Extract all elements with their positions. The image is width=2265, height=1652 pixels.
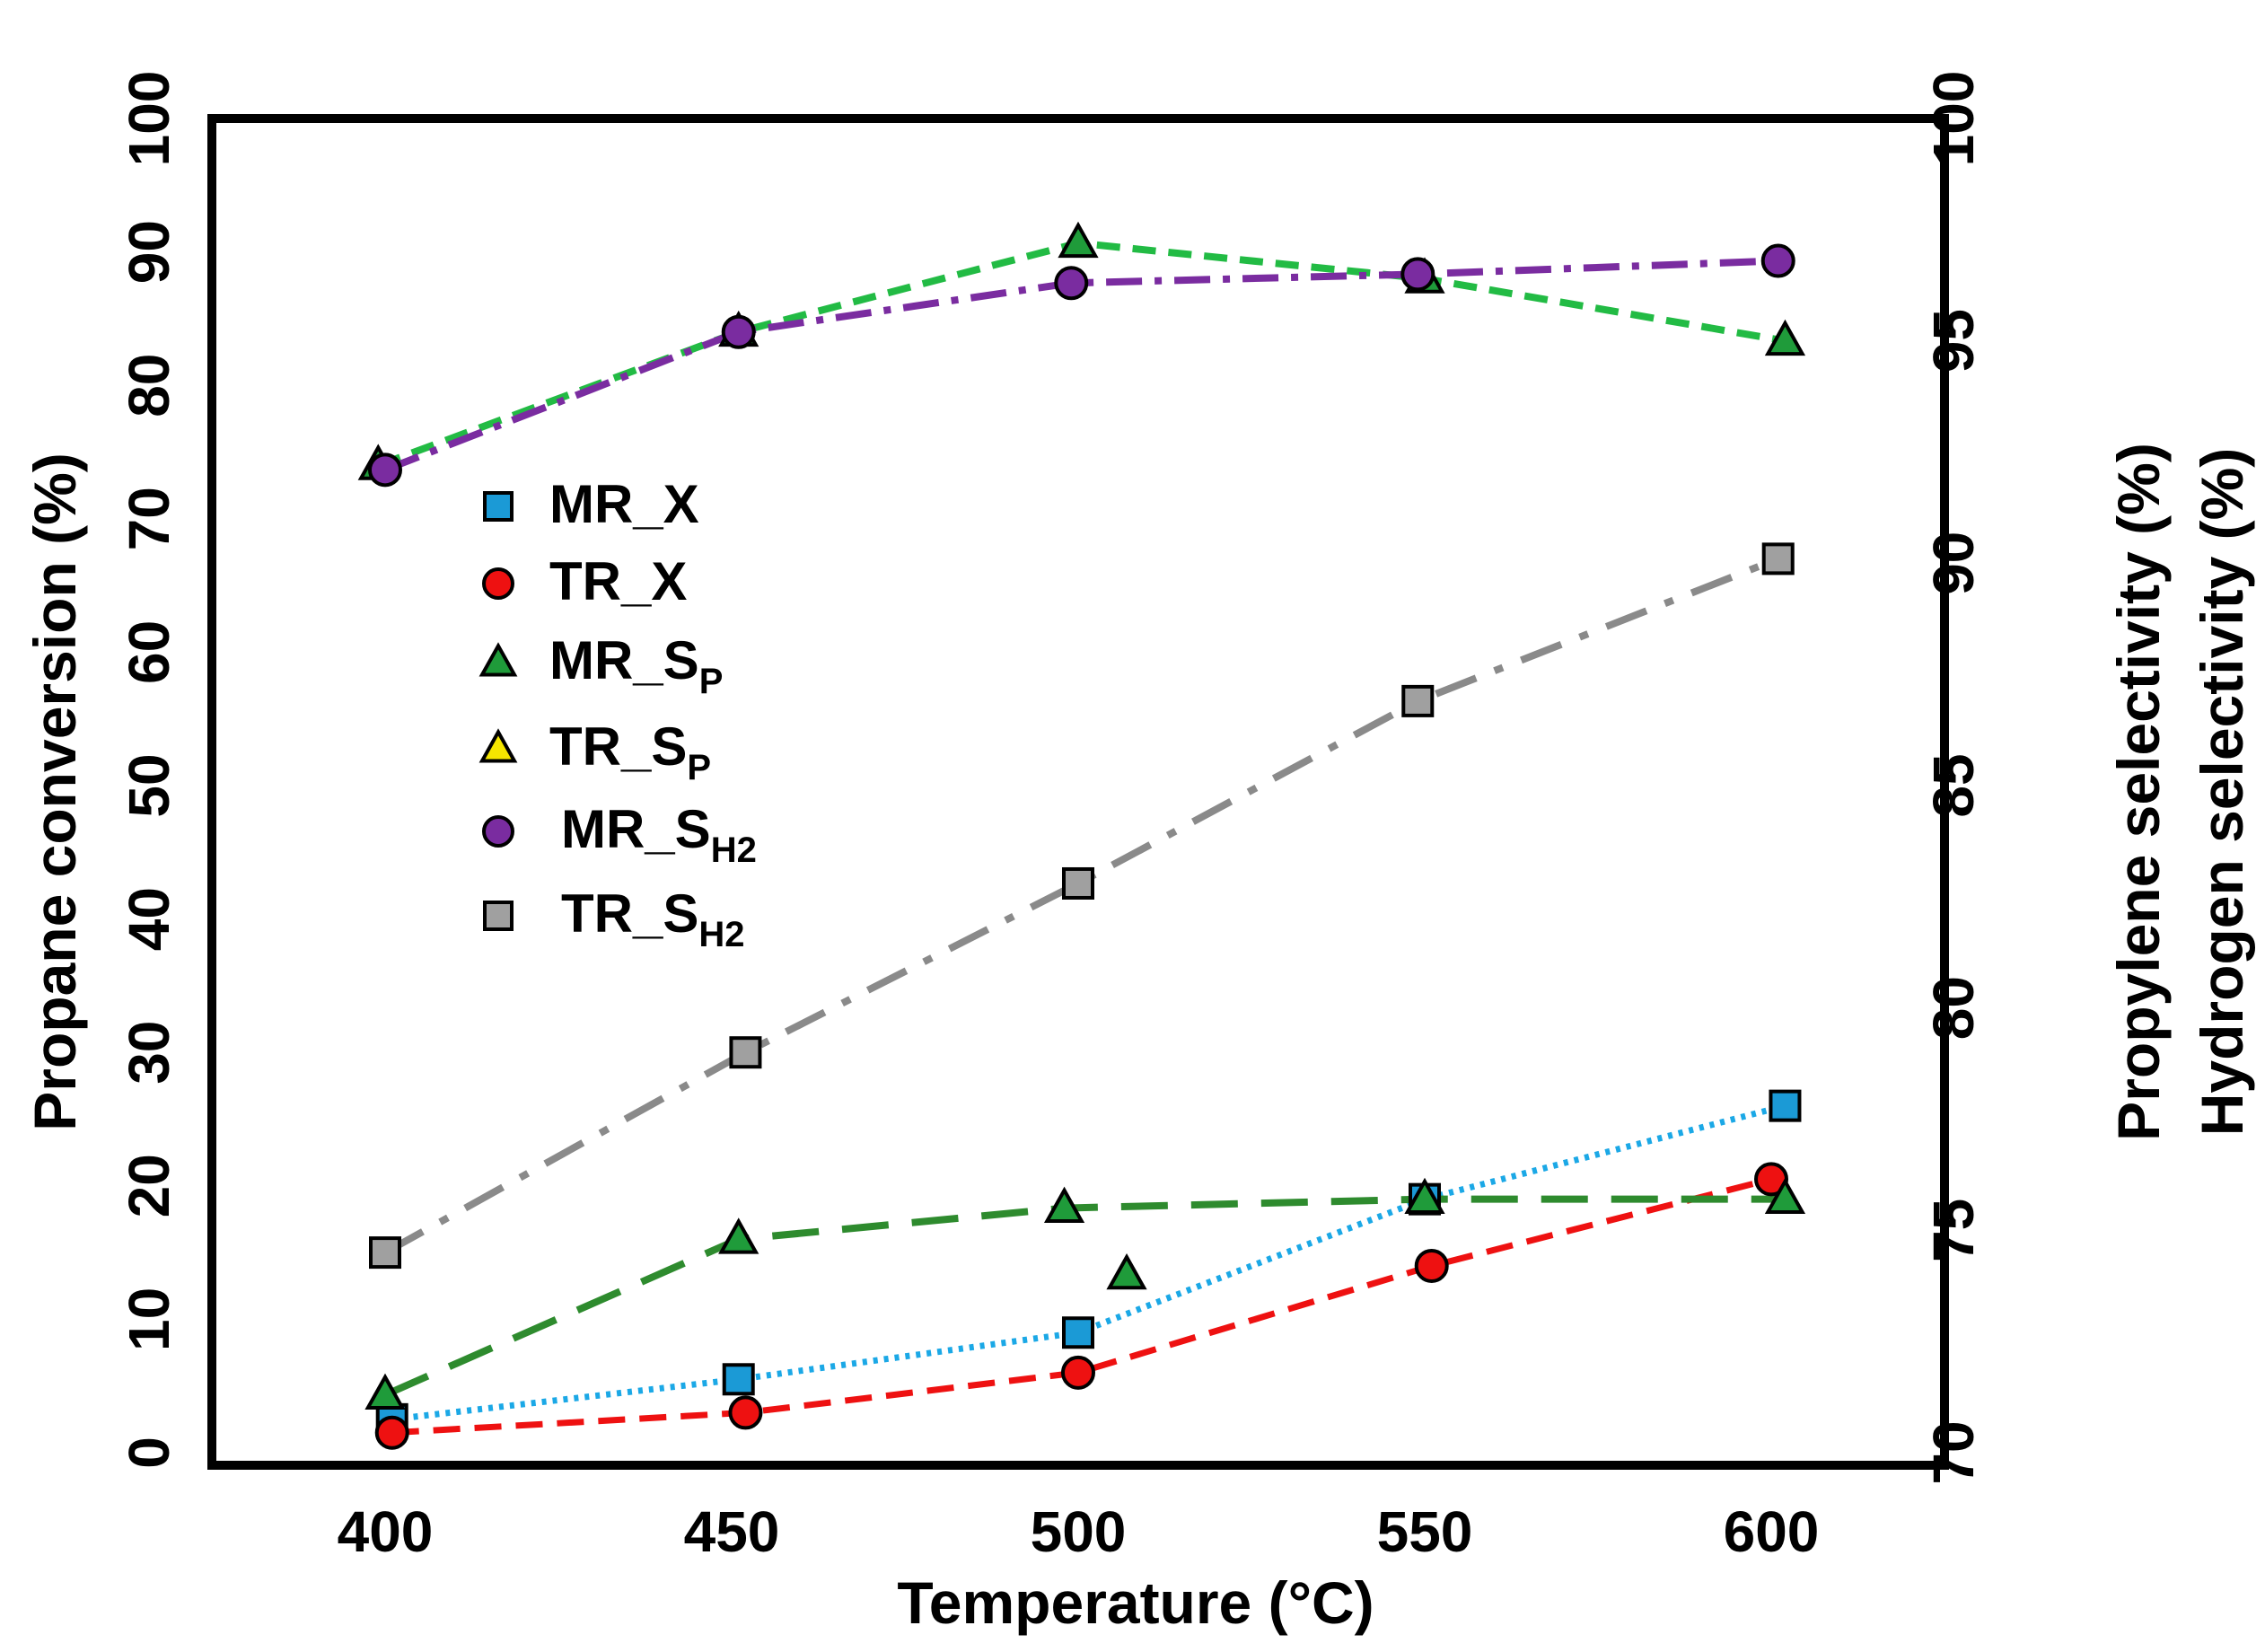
data-point-tr_sp bbox=[1058, 221, 1099, 259]
legend-marker-tr_sp bbox=[478, 728, 518, 763]
tick-layer: 400 450 500 550 600 0 10 20 30 40 50 60 70 80 90 100 70 7… bbox=[117, 71, 1986, 1564]
right-y-tick-label: 80 bbox=[1921, 976, 1986, 1040]
data-point-tr_sh2 bbox=[1761, 542, 1795, 576]
data-point-tr_sh2 bbox=[1062, 866, 1094, 900]
x-tick-label: 500 bbox=[1031, 1499, 1127, 1564]
data-point-tr_x bbox=[1414, 1248, 1449, 1283]
legend-label-main: TR_S bbox=[561, 883, 698, 944]
legend-marker-tr_x bbox=[482, 567, 514, 600]
left-y-tick-label: 60 bbox=[117, 620, 181, 684]
data-point-mr_x bbox=[1062, 1316, 1094, 1349]
data-point-tr_sh2 bbox=[729, 1036, 762, 1069]
legend-label-subscript: H2 bbox=[711, 830, 757, 870]
data-point-mr_x bbox=[722, 1363, 755, 1396]
x-tick-label: 600 bbox=[1724, 1499, 1820, 1564]
left-y-tick-label: 50 bbox=[117, 753, 181, 817]
left-y-tick-label: 0 bbox=[117, 1437, 181, 1469]
legend-label-mr_sp: MR_SP bbox=[549, 630, 723, 701]
legend-label-tr_x: TR_X bbox=[549, 551, 687, 611]
legend-label-main: TR_S bbox=[549, 716, 687, 777]
legend-label-subscript: H2 bbox=[698, 915, 744, 954]
data-point-mr_sp bbox=[718, 1217, 759, 1254]
left-y-axis-title: Propane conversion (%) bbox=[22, 453, 88, 1131]
legend-label-tr_sh2: TR_SH2 bbox=[561, 883, 745, 954]
data-point-tr_x bbox=[1754, 1162, 1788, 1197]
data-point-mr_sp bbox=[1043, 1186, 1085, 1223]
legend-label-main: TR_X bbox=[549, 551, 687, 611]
legend-marker-tr_sh2 bbox=[483, 901, 514, 931]
right-y-tick-label: 100 bbox=[1921, 71, 1986, 167]
data-point-tr_x bbox=[728, 1395, 763, 1430]
right-y-axis-title-hydrogen: Hydrogen selectivity (%) bbox=[2189, 448, 2255, 1137]
right-y-tick-label: 85 bbox=[1921, 753, 1986, 817]
data-point-mr_sh2 bbox=[721, 314, 756, 349]
legend-label-subscript: P bbox=[687, 748, 711, 787]
data-point-mr_sh2 bbox=[1760, 243, 1795, 278]
right-y-tick-label: 95 bbox=[1921, 309, 1986, 373]
left-y-tick-label: 80 bbox=[117, 354, 181, 417]
legend-label-subscript: P bbox=[699, 662, 724, 701]
legend-marker-mr_x bbox=[483, 491, 514, 522]
series-markers bbox=[357, 221, 1806, 1450]
right-y-tick-label: 90 bbox=[1921, 532, 1986, 595]
legend-label-mr_sh2: MR_SH2 bbox=[561, 799, 757, 870]
x-tick-label: 550 bbox=[1377, 1499, 1473, 1564]
plot-frame bbox=[207, 114, 1949, 1470]
legend-marker-mr_sh2 bbox=[482, 815, 514, 848]
data-point-mr_sh2 bbox=[1054, 266, 1089, 301]
data-point-mr_sp bbox=[1106, 1252, 1147, 1290]
left-y-tick-label: 40 bbox=[117, 887, 181, 951]
legend-label-main: MR_S bbox=[561, 799, 711, 859]
right-y-tick-label: 70 bbox=[1921, 1420, 1986, 1484]
left-y-tick-label: 30 bbox=[117, 1021, 181, 1085]
data-point-mr_sp bbox=[1404, 1177, 1445, 1215]
left-y-tick-label: 70 bbox=[117, 487, 181, 550]
data-point-mr_sp bbox=[364, 1373, 406, 1410]
left-y-tick-label: 90 bbox=[117, 220, 181, 284]
x-axis-title: Temperature (°C) bbox=[897, 1569, 1374, 1636]
data-point-tr_sh2 bbox=[369, 1236, 401, 1270]
right-y-tick-label: 75 bbox=[1921, 1199, 1986, 1262]
legend-label-main: MR_X bbox=[549, 474, 699, 534]
data-point-tr_x bbox=[374, 1415, 409, 1450]
legend-marker-mr_sp bbox=[478, 642, 518, 677]
x-tick-label: 400 bbox=[338, 1499, 434, 1564]
data-point-tr_x bbox=[1061, 1355, 1095, 1390]
legend-label-tr_sp: TR_SP bbox=[549, 716, 711, 787]
left-y-tick-label: 10 bbox=[117, 1287, 181, 1351]
right-y-axis-title-propylene: Propylene selectivity (%) bbox=[2105, 443, 2172, 1141]
data-point-mr_x bbox=[1769, 1089, 1802, 1122]
legend-label-main: MR_S bbox=[549, 630, 699, 690]
data-point-tr_sp bbox=[1764, 319, 1806, 356]
data-point-mr_sp bbox=[1764, 1177, 1806, 1215]
data-point-mr_sh2 bbox=[368, 453, 402, 488]
data-point-tr_sh2 bbox=[1401, 684, 1435, 717]
left-y-tick-label: 20 bbox=[117, 1154, 181, 1217]
x-tick-label: 450 bbox=[684, 1499, 780, 1564]
legend-label-mr_x: MR_X bbox=[549, 474, 699, 534]
series-line-tr_sh2 bbox=[383, 555, 1780, 1256]
left-y-tick-label: 100 bbox=[117, 71, 181, 167]
series-line-tr_x bbox=[391, 1175, 1772, 1437]
data-point-mr_sh2 bbox=[1400, 257, 1435, 292]
